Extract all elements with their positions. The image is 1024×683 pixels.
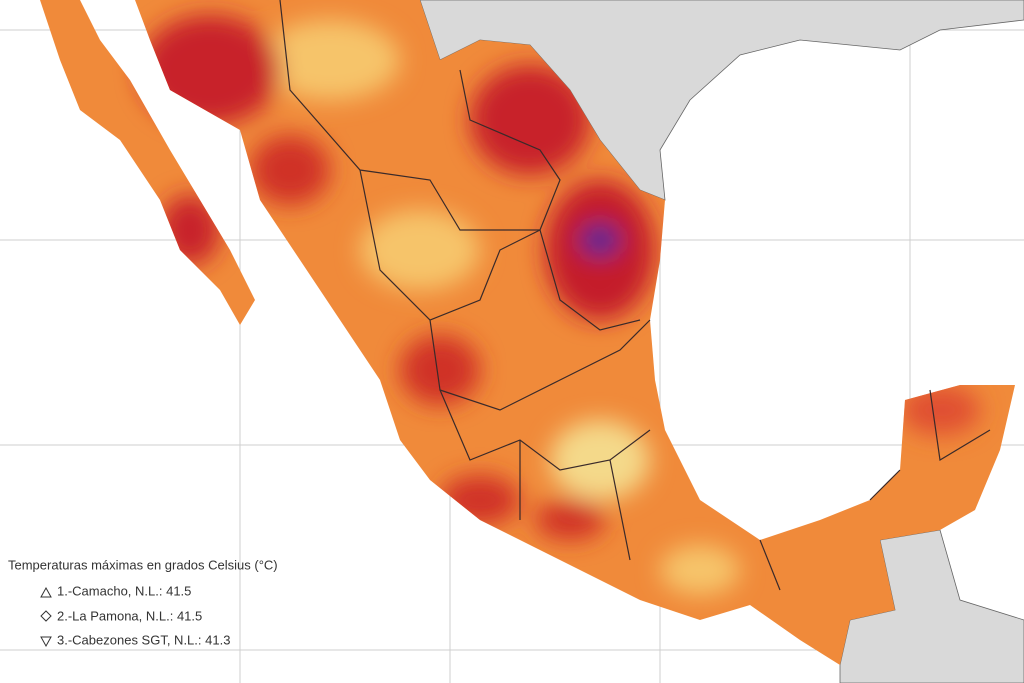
legend-title: Temperaturas máximas en grados Celsius (…: [8, 557, 278, 572]
legend: Temperaturas máximas en grados Celsius (…: [8, 557, 278, 647]
state-borders: [279, 0, 991, 591]
legend-icon: [40, 610, 52, 622]
legend-entry: 1.-Camacho, N.L.: 41.5: [57, 583, 191, 598]
legend-entry: 3.-Cabezones SGT, N.L.: 41.3: [57, 632, 230, 647]
legend-icon: [40, 636, 52, 648]
legend-entry: 2.-La Pamona, N.L.: 41.5: [57, 608, 202, 623]
legend-icon: [40, 586, 52, 598]
